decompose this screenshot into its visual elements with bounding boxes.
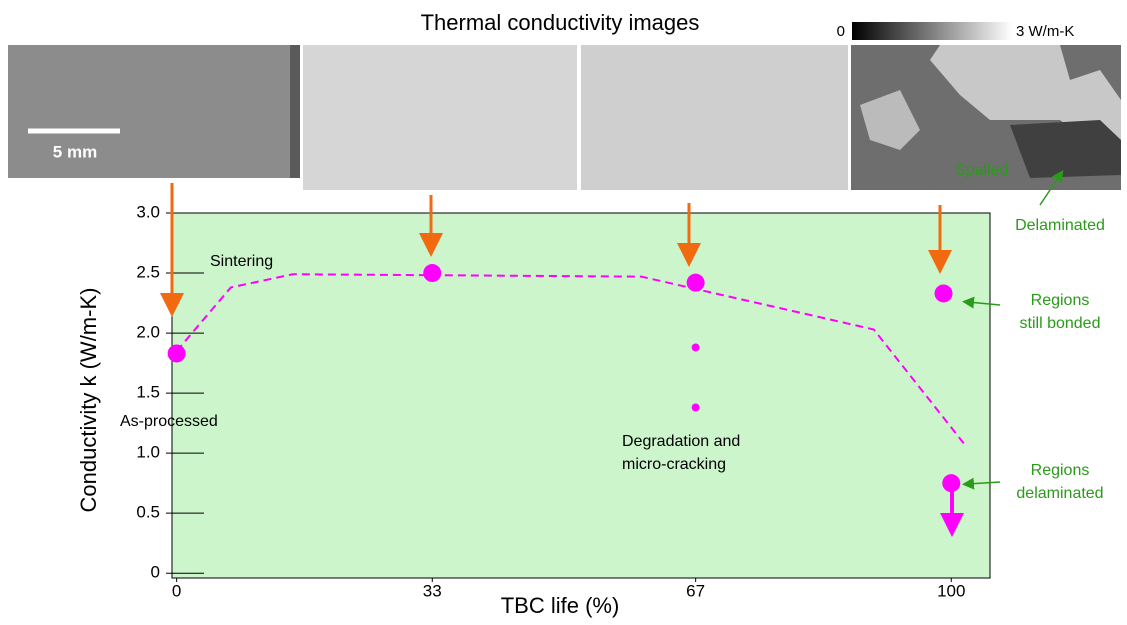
- arrow: [962, 477, 1001, 490]
- point: [691, 403, 700, 412]
- x-axis-label: TBC life (%): [501, 593, 620, 618]
- trend-line: [175, 273, 968, 448]
- plot-area: 3.0 2.5 2.0 1.5 1.0 0.5 00 33 67 100: [136, 202, 991, 600]
- y-axis-label: Conductivity k (W/m-K): [76, 288, 101, 513]
- annotation: still bonded: [1020, 315, 1101, 332]
- y-tick-label: 3.0: [136, 202, 160, 221]
- y-tick-label: 2.5: [136, 263, 160, 282]
- y-tick-label: 1.5: [136, 383, 160, 402]
- arrow: [962, 296, 1001, 309]
- x-tick-label: 33: [423, 581, 442, 600]
- point: [942, 474, 961, 493]
- annotation: delaminated: [1016, 485, 1103, 502]
- x-tick-label: 67: [686, 581, 705, 600]
- image-patch: [1010, 120, 1121, 178]
- y-tick-label: 2.0: [136, 323, 160, 342]
- colorbar: [852, 22, 1012, 40]
- annotation: Regions: [1031, 462, 1090, 479]
- annotation: As-processed: [120, 413, 218, 430]
- point: [423, 264, 442, 283]
- plot-background: [171, 212, 991, 579]
- point: [686, 273, 705, 292]
- x-tick-label: 0: [172, 581, 181, 600]
- colorbar-min: 0: [837, 23, 845, 40]
- x-tick-label: 100: [937, 581, 965, 600]
- image: [581, 45, 848, 190]
- point: [167, 344, 186, 363]
- image-patch: [930, 45, 1121, 160]
- arrow: [1039, 170, 1064, 206]
- annotation: Sintering: [210, 253, 273, 270]
- y-tick-label: 0: [151, 563, 160, 582]
- orange-arrows: [160, 183, 952, 317]
- y-tick-label: 0.5: [136, 503, 160, 522]
- colorbar-max: 3 W/m-K: [1016, 23, 1074, 40]
- image-patch: [860, 90, 920, 150]
- image: [8, 45, 300, 178]
- image-edge: [290, 45, 300, 178]
- chart-title: Thermal conductivity images: [421, 10, 700, 35]
- annotation: Spalled: [955, 162, 1008, 179]
- annotation: Delaminated: [1015, 217, 1105, 234]
- annotation: micro-cracking: [622, 456, 726, 473]
- annotation: Degradation and: [622, 433, 740, 450]
- point: [934, 284, 953, 303]
- scale-bar-label: 5 mm: [53, 142, 97, 161]
- y-tick-label: 1.0: [136, 443, 160, 462]
- image: [303, 45, 577, 190]
- annotation: Regions: [1031, 292, 1090, 309]
- point: [691, 343, 700, 352]
